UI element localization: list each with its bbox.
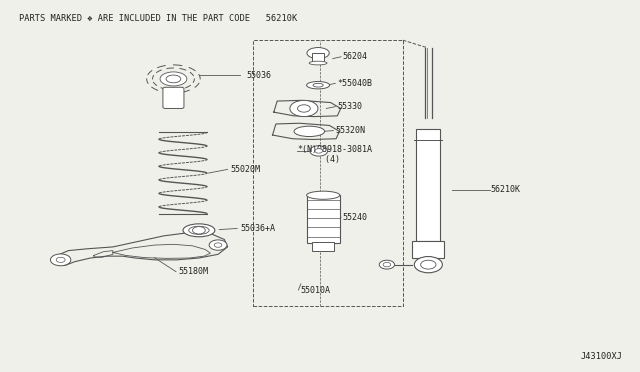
Text: 56210K: 56210K — [491, 185, 521, 194]
Circle shape — [209, 240, 227, 250]
Circle shape — [310, 146, 328, 156]
Circle shape — [298, 105, 310, 112]
FancyBboxPatch shape — [163, 87, 184, 109]
Text: *55040B: *55040B — [338, 79, 373, 88]
Text: 55240: 55240 — [342, 213, 367, 222]
Text: 55020M: 55020M — [231, 165, 260, 174]
Text: 56204: 56204 — [342, 52, 367, 61]
Ellipse shape — [307, 48, 329, 59]
Ellipse shape — [183, 224, 215, 237]
Text: 55180M: 55180M — [179, 267, 209, 276]
Text: 55036+A: 55036+A — [241, 224, 275, 233]
Ellipse shape — [309, 61, 327, 65]
Ellipse shape — [294, 126, 324, 137]
Bar — [307, 195, 340, 243]
Circle shape — [315, 149, 323, 153]
Circle shape — [380, 260, 394, 269]
Text: 55320N: 55320N — [335, 126, 365, 135]
Ellipse shape — [160, 72, 187, 86]
Text: (4): (4) — [310, 154, 340, 164]
Text: 55036: 55036 — [246, 71, 272, 80]
Text: 55330: 55330 — [338, 102, 363, 111]
Circle shape — [214, 243, 222, 247]
Circle shape — [383, 262, 391, 267]
Circle shape — [420, 260, 436, 269]
Circle shape — [290, 100, 318, 116]
Text: J43100XJ: J43100XJ — [580, 352, 623, 361]
Ellipse shape — [313, 83, 323, 87]
Circle shape — [414, 257, 442, 273]
Text: PARTS MARKED ❖ ARE INCLUDED IN THE PART CODE   56210K: PARTS MARKED ❖ ARE INCLUDED IN THE PART … — [19, 14, 298, 23]
Bar — [253, 40, 403, 306]
Circle shape — [56, 257, 65, 262]
Ellipse shape — [189, 226, 209, 234]
Bar — [412, 241, 444, 258]
Ellipse shape — [307, 81, 330, 89]
Text: 55010A: 55010A — [301, 286, 331, 295]
Bar — [416, 129, 440, 241]
Circle shape — [193, 227, 205, 234]
Circle shape — [51, 254, 71, 266]
Text: *(N)08918-3081A: *(N)08918-3081A — [298, 145, 372, 154]
Bar — [312, 53, 324, 63]
Ellipse shape — [166, 75, 180, 83]
Bar — [312, 243, 334, 251]
Ellipse shape — [307, 191, 340, 199]
